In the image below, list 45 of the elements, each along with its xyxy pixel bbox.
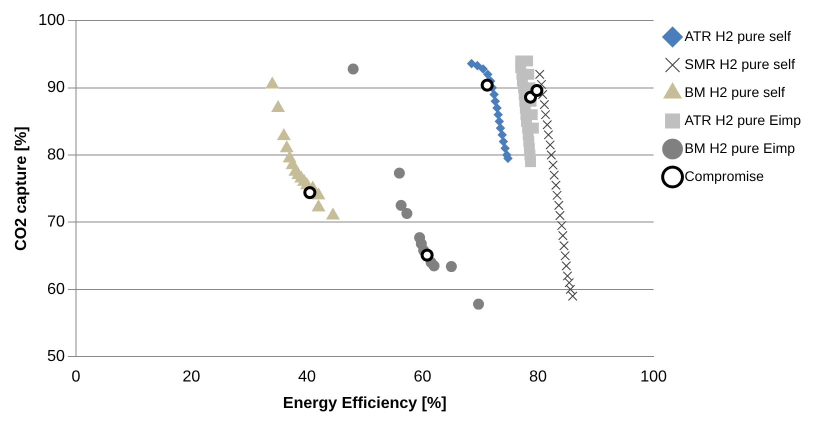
point bbox=[303, 186, 316, 200]
x-tick-label: 0 bbox=[71, 368, 80, 386]
point bbox=[480, 78, 494, 92]
point bbox=[494, 110, 503, 120]
legend-label: BM H2 pure self bbox=[684, 84, 786, 100]
point bbox=[490, 90, 499, 100]
point bbox=[492, 103, 502, 112]
x-tick-label: 20 bbox=[182, 368, 200, 386]
point bbox=[500, 144, 510, 153]
legend-label: ATR H2 pure self bbox=[684, 28, 791, 44]
legend-label: Compromise bbox=[684, 168, 764, 184]
point bbox=[483, 70, 492, 79]
x-tick-label: 80 bbox=[529, 368, 548, 386]
y-tick-label: 70 bbox=[47, 214, 65, 231]
x-tick-label: 40 bbox=[298, 368, 316, 386]
point bbox=[494, 116, 504, 126]
point bbox=[446, 261, 457, 272]
y-tick-label: 100 bbox=[38, 12, 65, 30]
point bbox=[478, 64, 488, 74]
y-tick-label: 80 bbox=[47, 146, 65, 164]
legend-label: SMR H2 pure self bbox=[684, 56, 796, 72]
x-axis-title: Energy Efficiency [%] bbox=[282, 394, 447, 412]
y-tick-label: 60 bbox=[47, 280, 65, 298]
point bbox=[498, 130, 507, 140]
legend-label: ATR H2 pure Eimp bbox=[684, 112, 802, 128]
y-tick-label: 50 bbox=[47, 348, 65, 366]
point bbox=[394, 168, 405, 179]
point bbox=[496, 124, 505, 133]
point bbox=[401, 208, 412, 219]
point bbox=[525, 156, 536, 168]
point bbox=[490, 96, 500, 106]
point bbox=[498, 137, 508, 146]
y-tick-label: 90 bbox=[47, 79, 65, 96]
y-axis-title: CO2 capture [%] bbox=[13, 126, 30, 251]
point bbox=[420, 248, 434, 262]
point bbox=[467, 59, 476, 68]
point bbox=[473, 298, 484, 310]
point bbox=[348, 63, 359, 74]
point bbox=[428, 260, 440, 272]
x-tick-label: 100 bbox=[640, 368, 667, 386]
point bbox=[472, 61, 482, 70]
legend-label: BM H2 pure Eimp bbox=[684, 140, 796, 156]
point bbox=[530, 84, 544, 97]
x-tick-label: 60 bbox=[414, 368, 432, 386]
point bbox=[396, 200, 407, 211]
